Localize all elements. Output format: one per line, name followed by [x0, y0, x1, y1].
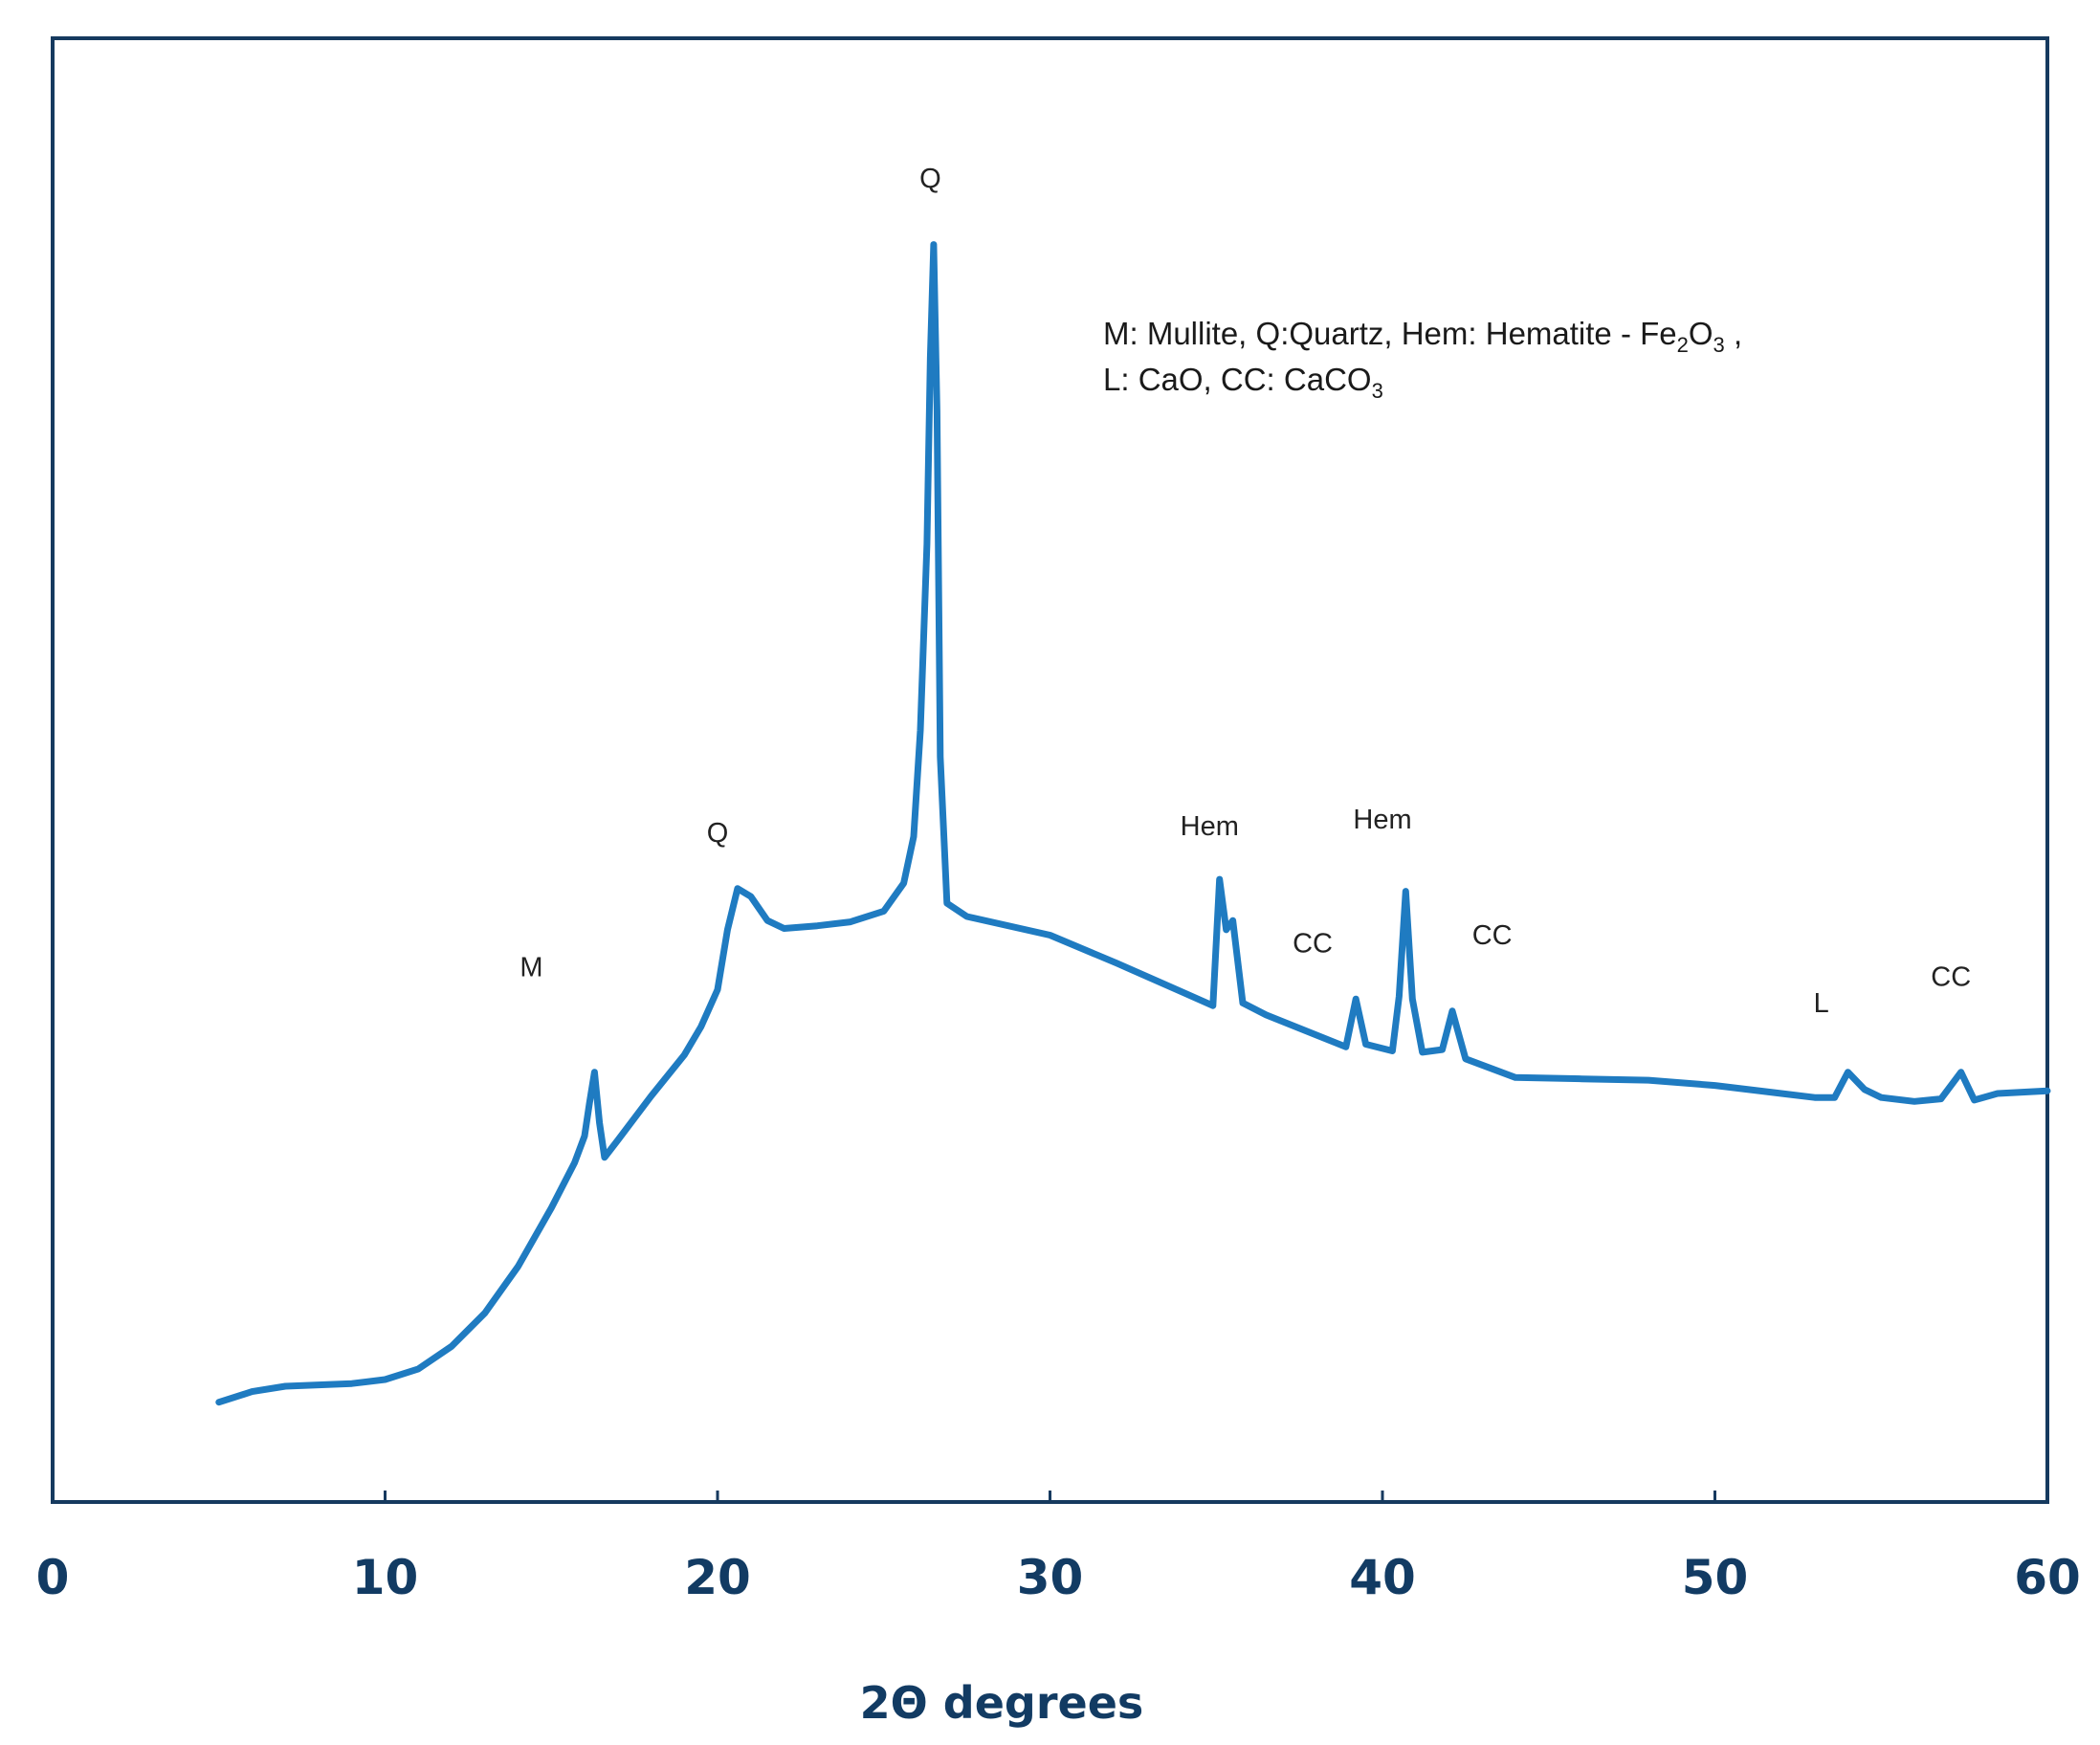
peak-label: CC — [1293, 929, 1333, 960]
legend-line-1-main: M: Mullite, Q:Quartz, Hem: Hematite - Fe — [1103, 316, 1677, 351]
x-tick-labels: 0 10 20 30 40 50 60 — [36, 1550, 2081, 1605]
legend-line-2-main: L: CaO, CC: CaCO — [1103, 362, 1372, 397]
legend-line-1-sub1: 2 — [1677, 333, 1689, 357]
x-tick-label: 40 — [1349, 1550, 1416, 1605]
legend-line-2: L: CaO, CC: CaCO3 — [1103, 362, 1383, 403]
legend-line-1-mid: O — [1689, 316, 1713, 351]
x-tick-label: 50 — [1682, 1550, 1749, 1605]
x-axis-title: 2Θ degrees — [860, 1677, 1144, 1729]
peak-label: Hem — [1353, 805, 1411, 835]
peak-label: M — [519, 953, 542, 983]
legend-line-2-sub: 3 — [1372, 379, 1383, 403]
x-tick-label: 20 — [684, 1550, 751, 1605]
peak-label: CC — [1472, 920, 1513, 951]
peak-label: Hem — [1181, 811, 1239, 842]
peak-label: Q — [707, 818, 729, 849]
peak-label: L — [1814, 988, 1829, 1019]
diffraction-line — [215, 241, 2051, 1406]
peak-labels: M Q Q Hem CC Hem CC L CC — [519, 164, 1971, 1019]
peak-label: Q — [919, 164, 941, 194]
x-tick-label: 30 — [1017, 1550, 1084, 1605]
x-tick-label: 0 — [36, 1550, 70, 1605]
peak-label: CC — [1931, 961, 1971, 992]
x-tick-label: 10 — [352, 1550, 419, 1605]
plot-frame — [51, 36, 2049, 1504]
legend-line-1: M: Mullite, Q:Quartz, Hem: Hematite - Fe… — [1103, 316, 1742, 357]
x-tick-label: 60 — [2014, 1550, 2081, 1605]
legend-line-1-end: , — [1725, 316, 1742, 351]
legend-line-1-sub2: 3 — [1713, 333, 1725, 357]
x-tick-marks — [384, 1491, 1716, 1502]
